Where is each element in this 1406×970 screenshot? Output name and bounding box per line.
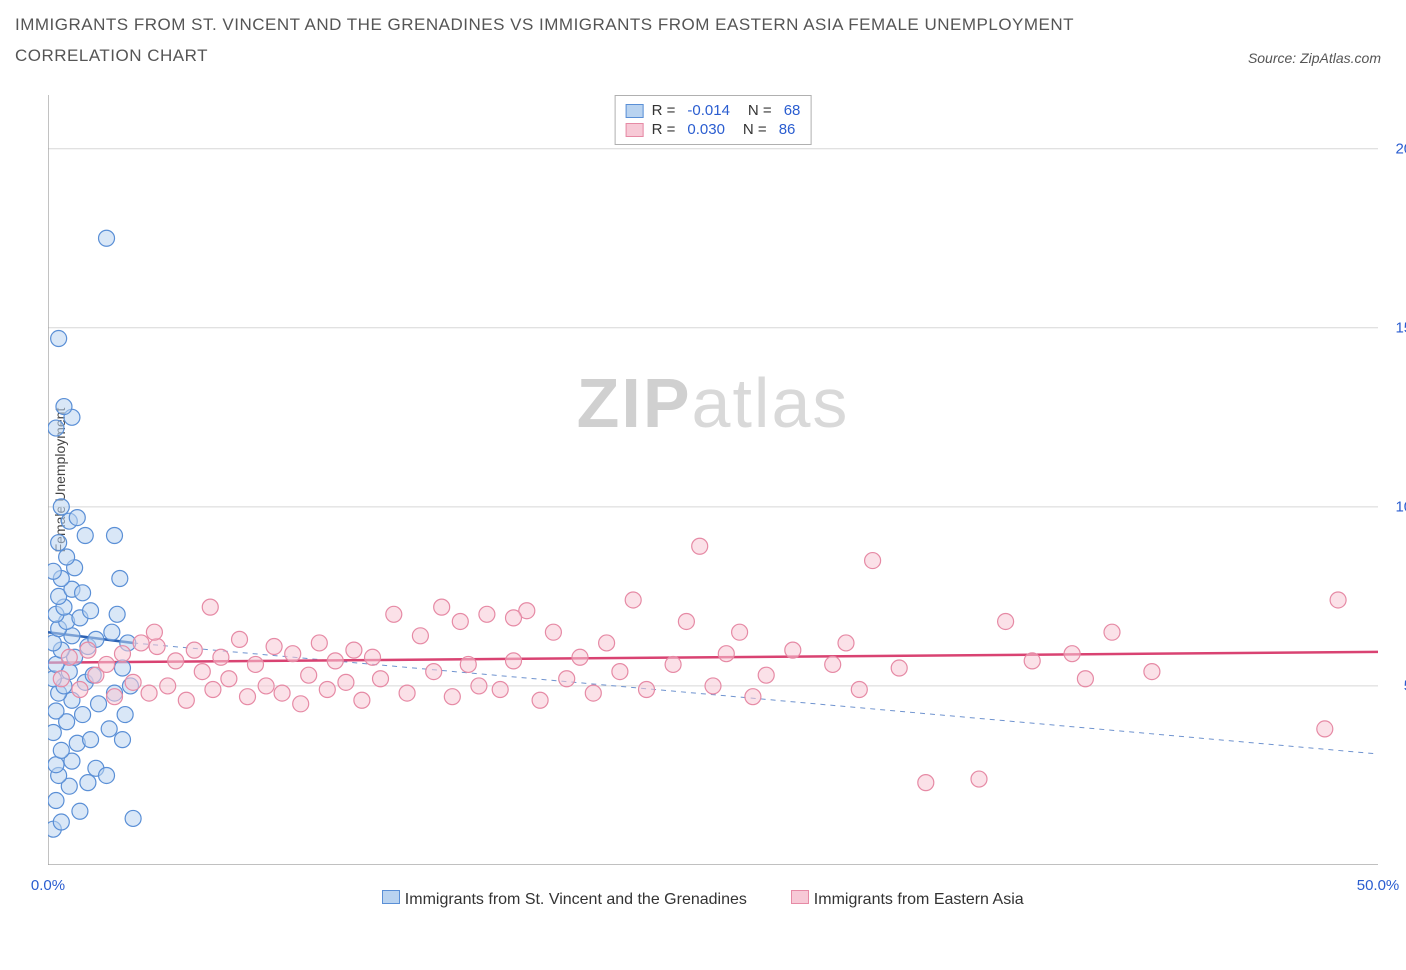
- legend-row-series1: R = -0.014 N = 68: [626, 101, 801, 120]
- title-line-2: CORRELATION CHART: [15, 41, 1206, 72]
- chart-area: Female Unemployment ZIPatlas R = -0.014 …: [48, 95, 1378, 865]
- legend-r-value-1: -0.014: [687, 102, 730, 119]
- legend-swatch-icon: [791, 890, 809, 904]
- legend-r-label: R =: [652, 102, 676, 119]
- legend-bottom-label-1: Immigrants from St. Vincent and the Gren…: [405, 891, 747, 908]
- title-line-1: IMMIGRANTS FROM ST. VINCENT AND THE GREN…: [15, 10, 1206, 41]
- legend-swatch-series2: [626, 123, 644, 137]
- y-tick-label: 20.0%: [1395, 140, 1406, 157]
- source-attribution: Source: ZipAtlas.com: [1248, 50, 1381, 66]
- legend-swatch-icon: [382, 890, 400, 904]
- legend-n-label: N =: [743, 121, 767, 138]
- legend-bottom-item-2: Immigrants from Eastern Asia: [791, 891, 1023, 908]
- legend-swatch-series1: [626, 104, 644, 118]
- legend-row-series2: R = 0.030 N = 86: [626, 120, 801, 139]
- y-tick-label: 15.0%: [1395, 319, 1406, 336]
- scatter-plot: [48, 95, 1378, 865]
- y-tick-label: 10.0%: [1395, 498, 1406, 515]
- chart-title: IMMIGRANTS FROM ST. VINCENT AND THE GREN…: [15, 10, 1206, 71]
- legend-r-label: R =: [652, 121, 676, 138]
- legend-n-value-2: 86: [779, 121, 796, 138]
- legend-n-value-1: 68: [784, 102, 801, 119]
- legend-r-value-2: 0.030: [687, 121, 725, 138]
- legend-bottom-item-1: Immigrants from St. Vincent and the Gren…: [382, 891, 751, 908]
- legend-bottom: Immigrants from St. Vincent and the Gren…: [0, 890, 1406, 970]
- legend-bottom-label-2: Immigrants from Eastern Asia: [814, 891, 1024, 908]
- legend-n-label: N =: [748, 102, 772, 119]
- legend-correlation-box: R = -0.014 N = 68 R = 0.030 N = 86: [615, 95, 812, 145]
